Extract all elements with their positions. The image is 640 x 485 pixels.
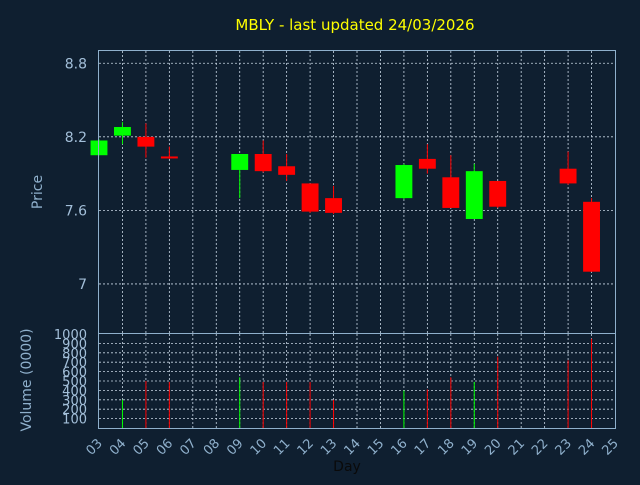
price-tick-label: 8.8 [65,56,87,72]
candlestick-series [90,122,600,272]
day-tick-label: 19 [459,436,481,458]
candle-10 [254,140,272,173]
day-tick-label: 07 [177,436,199,458]
candle-13 [325,185,342,215]
candle-body [395,165,413,199]
candle-body [489,180,507,207]
candle-body [231,153,249,170]
candle-body [254,153,272,172]
day-axis-label: Day [333,459,361,475]
candle-body [442,177,460,208]
volume-grid [99,334,615,428]
volume-tick-label: 1000 [54,328,87,343]
day-tick-label: 24 [576,436,598,458]
volume-tick-label: 100 [62,413,87,428]
candle-12 [301,183,319,213]
candle-09 [231,153,249,199]
volume-tick-label: 800 [62,347,87,362]
day-tick-label: 21 [506,436,528,458]
price-tick-label: 7 [78,277,87,293]
day-tick-label: 25 [600,436,622,458]
day-tick-label: 11 [271,436,293,458]
volume-tick-label: 400 [62,384,87,399]
day-tick-label: 20 [482,436,504,458]
day-tick-label: 16 [388,436,410,458]
day-tick-label: 09 [224,436,246,458]
candle-06 [160,146,178,159]
day-tick-label: 12 [295,436,317,458]
candle-body [559,168,577,184]
volume-series [121,338,593,428]
day-tick-labels: 03 04 05 06 07 08 09 10 11 12 13 14 15 16 17 18 19 20 21 22… [84,436,622,458]
candle-body [278,166,296,175]
candle-body [465,171,483,219]
day-tick-label: 17 [412,436,434,458]
volume-panel-frame [98,333,616,429]
candle-body [114,127,131,136]
candle-17 [418,144,436,174]
candle-body [301,183,319,212]
candle-23 [559,151,577,185]
candle-body [325,198,342,213]
day-tick-label: 10 [248,436,270,458]
candle-24 [583,198,600,272]
volume-tick-label: 500 [62,375,87,390]
candle-body [137,136,155,147]
day-tick-label: 08 [201,436,223,458]
day-tick-label: 05 [130,436,152,458]
candle-body [418,158,436,169]
candle-05 [137,123,155,158]
price-axis-label: Price [30,175,46,209]
day-tick-label: 06 [154,436,176,458]
volume-tick-label: 700 [62,356,87,371]
day-tick-label: 22 [529,436,551,458]
candle-16 [395,163,413,200]
candle-04 [114,122,131,145]
price-tick-label: 8.2 [65,130,87,146]
volume-tick-label: 200 [62,403,87,418]
day-tick-label: 15 [365,436,387,458]
day-tick-label: 13 [318,436,340,458]
volume-tick-label: 600 [62,366,87,381]
day-tick-label: 14 [342,436,364,458]
candle-body [583,201,600,272]
price-grid [99,51,615,333]
candle-19 [465,163,483,219]
day-tick-label: 03 [84,436,106,458]
volume-tick-label: 300 [62,394,87,409]
volume-axis-label: Volume (0000) [19,328,35,431]
price-tick-labels: 8.8 8.2 7.6 7 [65,56,87,293]
candle-20 [489,180,507,208]
candle-18 [442,155,460,208]
chart-title: MBLY - last updated 24/03/2026 [235,16,474,34]
candle-body [160,156,178,159]
day-tick-label: 04 [107,436,129,458]
volume-tick-label: 900 [62,337,87,352]
price-tick-label: 7.6 [65,203,87,219]
candle-11 [278,153,296,181]
day-tick-label: 23 [553,436,575,458]
day-tick-label: 18 [435,436,457,458]
